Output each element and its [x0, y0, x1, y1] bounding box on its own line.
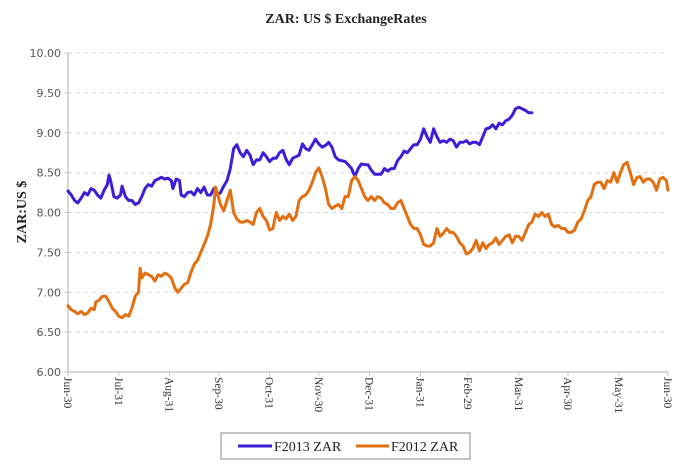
x-tick-label: Nov-30 [312, 377, 324, 412]
x-tick-label: Feb-29 [461, 377, 473, 410]
y-tick-label: 8.50 [37, 167, 62, 180]
y-axis-ticks: 6.00 6.50 7.00 7.50 8.00 8.50 9.00 9.50 10.00 [30, 47, 68, 379]
x-tick-label: Jun-30 [661, 377, 673, 409]
y-tick-label: 10.00 [30, 47, 62, 60]
y-tick-label: 9.50 [37, 87, 62, 100]
y-tick-label: 9.00 [37, 127, 62, 140]
series-line-f2012-zar [66, 160, 670, 320]
y-tick-label: 6.50 [37, 326, 62, 339]
x-tick-label: Mar-31 [512, 377, 524, 412]
y-tick-label: 6.00 [37, 366, 62, 379]
y-tick-label: 8.00 [37, 207, 62, 220]
legend-label-f2012: F2012 ZAR [391, 440, 459, 455]
x-tick-label: Jun-30 [61, 377, 73, 409]
x-tick-label: Aug-31 [163, 377, 175, 412]
x-tick-label: Dec-31 [363, 377, 375, 411]
x-tick-label: Oct-31 [263, 377, 275, 409]
y-tick-label: 7.50 [37, 246, 62, 259]
series-line-f2013-zar [66, 105, 534, 206]
x-axis-ticks: Jun-30 Jul-31 Aug-31 Sep-30 Oct-31 Nov-30 Dec-… [61, 372, 673, 414]
x-tick-label: Jan-31 [413, 377, 425, 408]
x-tick-label: Sep-30 [212, 377, 224, 410]
x-tick-label: Jul-31 [112, 377, 124, 406]
chart-title: ZAR: US $ ExchangeRates [265, 12, 427, 27]
x-tick-label: May-31 [612, 377, 624, 414]
series-lines [66, 105, 670, 320]
y-axis-label: ZAR:US $ [15, 181, 30, 244]
y-tick-label: 7.00 [37, 286, 62, 299]
legend-label-f2013: F2013 ZAR [274, 440, 342, 455]
gridlines [68, 52, 668, 333]
legend: F2013 ZAR F2012 ZAR [220, 432, 471, 460]
x-tick-label: Apr-30 [561, 377, 573, 410]
